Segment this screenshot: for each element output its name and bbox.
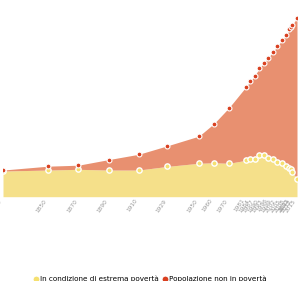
Legend: In condizione di estrema povertà, Popolazione non in povertà: In condizione di estrema povertà, Popola… xyxy=(34,276,266,281)
